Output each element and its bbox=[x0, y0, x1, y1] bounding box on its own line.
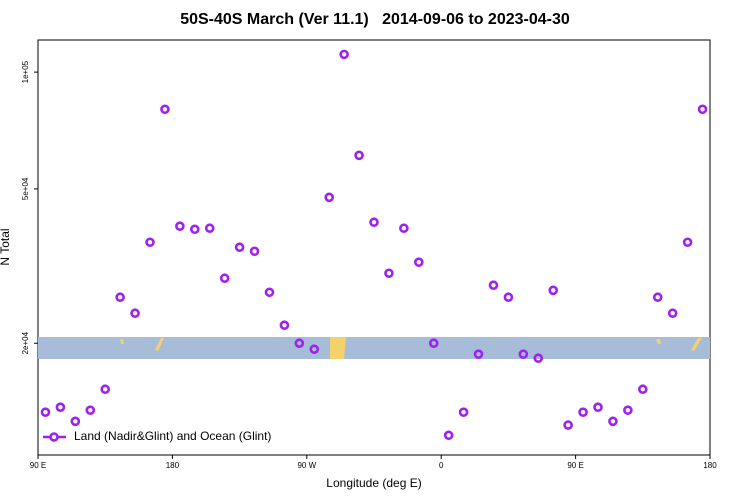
point bbox=[623, 405, 633, 415]
point bbox=[249, 246, 260, 257]
point bbox=[413, 257, 424, 267]
x-tick-label: 0 bbox=[439, 461, 444, 470]
ocean-strip bbox=[38, 337, 710, 359]
point bbox=[190, 224, 200, 235]
y-axis-label: N Total bbox=[0, 228, 12, 265]
point bbox=[369, 217, 379, 228]
chart-title: 50S-40S March (Ver 11.1) 2014-09-06 to 2… bbox=[180, 11, 570, 28]
x-tick-label: 90 W bbox=[297, 461, 316, 470]
y-tick-label: 1e+05 bbox=[21, 60, 30, 83]
point bbox=[100, 384, 110, 395]
point bbox=[219, 273, 230, 284]
point bbox=[204, 223, 215, 234]
point bbox=[533, 353, 544, 363]
y-tick-label: 2e+04 bbox=[21, 331, 30, 354]
point bbox=[399, 223, 409, 234]
point bbox=[637, 384, 648, 395]
x-tick-label: 180 bbox=[166, 461, 180, 470]
point bbox=[488, 280, 499, 291]
x-tick-label: 90 E bbox=[30, 461, 46, 470]
point bbox=[324, 192, 335, 203]
latitude-band bbox=[38, 337, 710, 359]
plot-frame bbox=[37, 39, 711, 456]
point bbox=[563, 420, 573, 430]
y-tick-label: 5e+04 bbox=[21, 177, 30, 200]
point bbox=[384, 268, 394, 279]
point bbox=[667, 308, 678, 319]
point bbox=[578, 407, 588, 417]
point bbox=[652, 292, 663, 303]
point bbox=[682, 237, 693, 248]
point bbox=[145, 237, 155, 248]
point bbox=[115, 292, 125, 303]
point bbox=[593, 402, 603, 412]
point bbox=[160, 104, 170, 115]
point bbox=[175, 221, 185, 232]
x-tick-label: 180 bbox=[703, 461, 717, 470]
point bbox=[428, 338, 439, 349]
point bbox=[294, 338, 305, 349]
point bbox=[473, 349, 484, 359]
point bbox=[443, 430, 454, 441]
point bbox=[458, 407, 469, 417]
point bbox=[608, 416, 618, 427]
x-axis-label: Longitude (deg E) bbox=[326, 476, 421, 490]
point bbox=[339, 49, 349, 60]
point bbox=[279, 320, 290, 330]
point bbox=[548, 285, 559, 296]
point bbox=[354, 150, 364, 161]
point bbox=[234, 242, 245, 253]
point bbox=[518, 349, 529, 359]
point bbox=[697, 104, 708, 115]
point bbox=[264, 287, 275, 298]
point bbox=[503, 292, 514, 303]
point bbox=[309, 344, 320, 355]
point bbox=[70, 416, 81, 427]
point bbox=[40, 407, 51, 417]
legend-label: Land (Nadir&Glint) and Ocean (Glint) bbox=[74, 429, 271, 443]
point bbox=[130, 308, 140, 319]
point bbox=[55, 402, 66, 412]
x-tick-label: 90 E bbox=[567, 461, 583, 470]
point bbox=[85, 405, 96, 415]
legend-marker bbox=[49, 432, 59, 442]
